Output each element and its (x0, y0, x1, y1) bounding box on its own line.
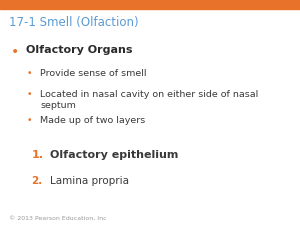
Text: •: • (27, 69, 32, 78)
Text: 2.: 2. (32, 176, 43, 185)
Text: Made up of two layers: Made up of two layers (40, 116, 146, 125)
Bar (0, 0, 300, 9)
Text: •: • (27, 116, 32, 125)
Text: •: • (11, 45, 19, 59)
Text: Lamina propria: Lamina propria (50, 176, 128, 185)
Text: •: • (27, 90, 32, 99)
Text: Olfactory Organs: Olfactory Organs (26, 45, 132, 55)
Text: 1.: 1. (32, 150, 44, 160)
Text: © 2013 Pearson Education, Inc: © 2013 Pearson Education, Inc (9, 216, 106, 220)
Text: Located in nasal cavity on either side of nasal
septum: Located in nasal cavity on either side o… (40, 90, 259, 110)
Text: Provide sense of smell: Provide sense of smell (40, 69, 147, 78)
Text: 17-1 Smell (Olfaction): 17-1 Smell (Olfaction) (9, 16, 139, 29)
Text: Olfactory epithelium: Olfactory epithelium (50, 150, 178, 160)
